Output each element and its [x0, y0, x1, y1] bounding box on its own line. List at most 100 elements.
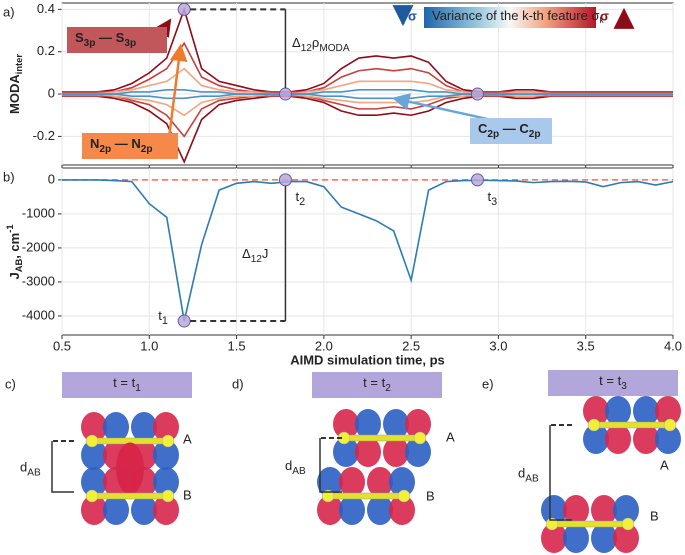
pair-label: S3p — S3p — [75, 30, 136, 48]
orbital-lobe — [131, 495, 157, 525]
text-segment: t — [487, 189, 491, 204]
text-segment: t = t — [113, 375, 135, 390]
orbital-lobe — [591, 523, 617, 553]
text-segment: J — [7, 272, 22, 279]
text-segment: Δ — [242, 246, 251, 261]
marker — [278, 173, 292, 187]
text-segment: 12 — [301, 43, 313, 54]
text-segment: AB — [27, 467, 41, 478]
text-segment: AB — [525, 473, 539, 484]
y-tick-label: -3000 — [22, 273, 55, 288]
x-tick-label: 3.0 — [489, 338, 507, 353]
x-tick-label: 0.5 — [53, 338, 71, 353]
marker-label: t1 — [158, 308, 168, 326]
time-box — [62, 372, 192, 398]
text-segment: 2p — [99, 144, 111, 155]
marker — [470, 87, 484, 101]
time-label: t = t3 — [599, 373, 627, 391]
panel-label: a) — [3, 4, 15, 19]
text-segment: d — [20, 460, 27, 475]
text-segment: AB — [14, 259, 24, 273]
series-line — [62, 179, 674, 322]
time-box — [312, 372, 442, 398]
text-segment: 3p — [124, 38, 136, 49]
orbital-lobe — [355, 409, 381, 439]
delta-label: Δ12ρMODA — [292, 35, 350, 53]
monomer-label: A — [446, 429, 455, 444]
orbital-lobe — [81, 412, 107, 442]
y-tick-label: -0.2 — [33, 128, 55, 143]
orbital-lobe — [103, 412, 129, 442]
time-box — [548, 370, 678, 396]
molecule-bond — [323, 492, 409, 500]
orbital-lobe — [317, 467, 343, 497]
orbital-lobe — [131, 467, 157, 497]
orbital-lobe — [613, 523, 639, 553]
text-segment: 1 — [135, 383, 141, 394]
orbital-lobe — [605, 424, 631, 454]
colorbar-label: Variance of the k-th feature σk — [432, 8, 604, 25]
text-segment: 3p — [84, 38, 96, 49]
text-segment: — S — [95, 30, 124, 45]
label-box — [470, 118, 552, 144]
text-segment: t = t — [363, 375, 385, 390]
atom — [413, 431, 427, 445]
x-tick-label: 3.5 — [577, 338, 595, 353]
text-segment: d — [518, 466, 525, 481]
molecule-bond — [547, 520, 633, 528]
atom — [321, 489, 335, 503]
orbital-lobe — [605, 396, 631, 426]
x-axis-label: AIMD simulation time, ps — [290, 352, 445, 367]
text-segment: J — [262, 246, 269, 261]
orbital-lobe — [541, 523, 567, 553]
orbital-lobe — [153, 440, 179, 470]
monomer-label: B — [650, 508, 659, 523]
orbital-lobe — [583, 396, 609, 426]
orbital-lobe — [81, 495, 107, 525]
orbital-lobe — [383, 437, 409, 467]
colorbar — [424, 7, 596, 28]
text-segment: Variance of the k-th feature σ — [432, 8, 599, 23]
x-tick-label: 1.0 — [140, 338, 158, 353]
monomer-label: B — [183, 487, 192, 502]
text-segment: 3 — [491, 196, 497, 208]
orbital-lobe — [153, 495, 179, 525]
atom — [397, 489, 411, 503]
orbital-lobe — [583, 424, 609, 454]
text-segment: t = t — [599, 373, 621, 388]
text-segment: 2p — [141, 144, 153, 155]
y-axis-label: MODAinter — [7, 54, 24, 114]
text-segment: MODA — [319, 43, 350, 54]
text-segment: — N — [111, 136, 141, 151]
orbital-lobe — [367, 495, 393, 525]
text-segment: AB — [292, 466, 306, 477]
time-label: t = t1 — [113, 375, 141, 393]
orbital-lobe — [153, 467, 179, 497]
orbital-lobe — [405, 437, 431, 467]
distance-bracket — [51, 441, 74, 493]
y-tick-label: 0 — [48, 171, 55, 186]
time-label: t = t2 — [363, 375, 391, 393]
text-segment: 2 — [299, 196, 305, 208]
series-line — [62, 93, 673, 100]
delta-label: Δ12J — [242, 246, 268, 264]
text-segment: — C — [499, 121, 529, 136]
y-tick-label: 0.4 — [37, 1, 55, 16]
orbital-lobe — [613, 495, 639, 525]
text-segment: N — [90, 136, 99, 151]
orbital-lobe — [131, 412, 157, 442]
text-segment: d — [285, 458, 292, 473]
pair-label: N2p — N2p — [90, 136, 153, 154]
atom — [85, 434, 99, 448]
orbital-lobe — [81, 440, 107, 470]
y-tick-label: -2000 — [22, 239, 55, 254]
molecule-bond — [339, 434, 425, 442]
orbital-lobe — [153, 412, 179, 442]
text-segment: 3 — [621, 381, 627, 392]
orbital-lobe — [103, 467, 129, 497]
orbital-lobe — [541, 495, 567, 525]
orbital-lobe — [633, 396, 659, 426]
x-tick-label: 2.0 — [315, 338, 333, 353]
